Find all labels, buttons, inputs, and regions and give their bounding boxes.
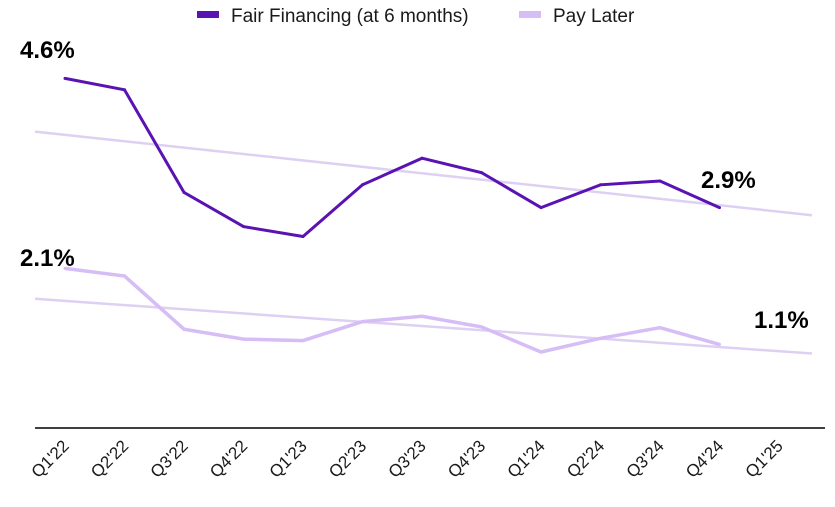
x-tick-label: Q4'23	[444, 436, 489, 481]
series-1-point-Q1'24	[539, 206, 543, 210]
series-1-point-Q4'22	[242, 225, 245, 229]
series-1-point-Q3'22	[182, 190, 186, 194]
series-1-point-Q2'23	[361, 183, 364, 187]
series-1-point-Q2'22	[123, 88, 126, 92]
legend-label-1: Fair Financing (at 6 months)	[231, 6, 469, 27]
legend-label-2: Pay Later	[553, 6, 635, 27]
x-tick-label: Q4'24	[682, 436, 727, 481]
x-tick-label: Q4'22	[206, 436, 251, 481]
x-tick-label: Q1'25	[742, 436, 787, 481]
series-2-point-Q4'23	[480, 325, 483, 329]
x-tick-label: Q2'22	[87, 436, 132, 481]
end-labels: 4.6% 2.9% 2.1% 1.1%	[20, 37, 809, 334]
series-2-point-Q4'22	[242, 337, 245, 341]
end-label: 4.6%	[20, 37, 75, 64]
series-1-point-Q4'24	[718, 206, 721, 210]
trendline-2	[34, 297, 813, 355]
series-line-1	[64, 76, 721, 239]
x-tick-label: Q3'24	[623, 436, 668, 481]
series-2-point-Q3'23	[420, 314, 424, 318]
x-axis-ticks: Q1'22 Q2'22 Q3'22 Q4'22 Q1'23 Q2'23 Q3'23 Q4'23…	[28, 436, 787, 481]
series-2-point-Q2'23	[361, 320, 364, 324]
trendline-1	[34, 130, 813, 217]
x-tick-label: Q1'22	[28, 436, 73, 481]
x-tick-label: Q3'22	[147, 436, 192, 481]
end-label: 1.1%	[754, 307, 809, 334]
end-label: 2.9%	[701, 167, 756, 194]
series-2-point-Q2'22	[123, 274, 126, 278]
x-tick-label: Q2'23	[325, 436, 370, 481]
x-tick-label: Q1'23	[266, 436, 311, 481]
end-label: 2.1%	[20, 245, 75, 272]
series-2-point-Q1'23	[301, 339, 305, 343]
legend: Fair Financing (at 6 months) Pay Later	[197, 6, 635, 27]
series-2-point-Q3'24	[658, 326, 662, 330]
series-1-point-Q1'22	[63, 76, 67, 80]
series-line-2	[64, 266, 720, 354]
series-1-point-Q2'24	[599, 183, 602, 187]
trendlines	[34, 130, 813, 355]
series-2-point-Q2'24	[599, 336, 602, 340]
series-2-point-Q1'22	[63, 266, 67, 270]
series-2-point-Q4'24	[718, 342, 721, 346]
series-1-point-Q3'23	[420, 156, 424, 160]
legend-swatch-2	[519, 11, 541, 18]
series-1-point-Q3'24	[658, 179, 662, 183]
series-2-point-Q1'24	[539, 350, 543, 354]
series-2-point-Q3'22	[182, 327, 186, 331]
series-1-point-Q1'23	[301, 234, 305, 238]
series-1-point-Q4'23	[480, 171, 483, 175]
x-tick-label: Q2'24	[563, 436, 608, 481]
series-lines	[63, 76, 721, 354]
x-tick-label: Q1'24	[504, 436, 549, 481]
x-tick-label: Q3'23	[385, 436, 430, 481]
legend-swatch-1	[197, 11, 219, 18]
